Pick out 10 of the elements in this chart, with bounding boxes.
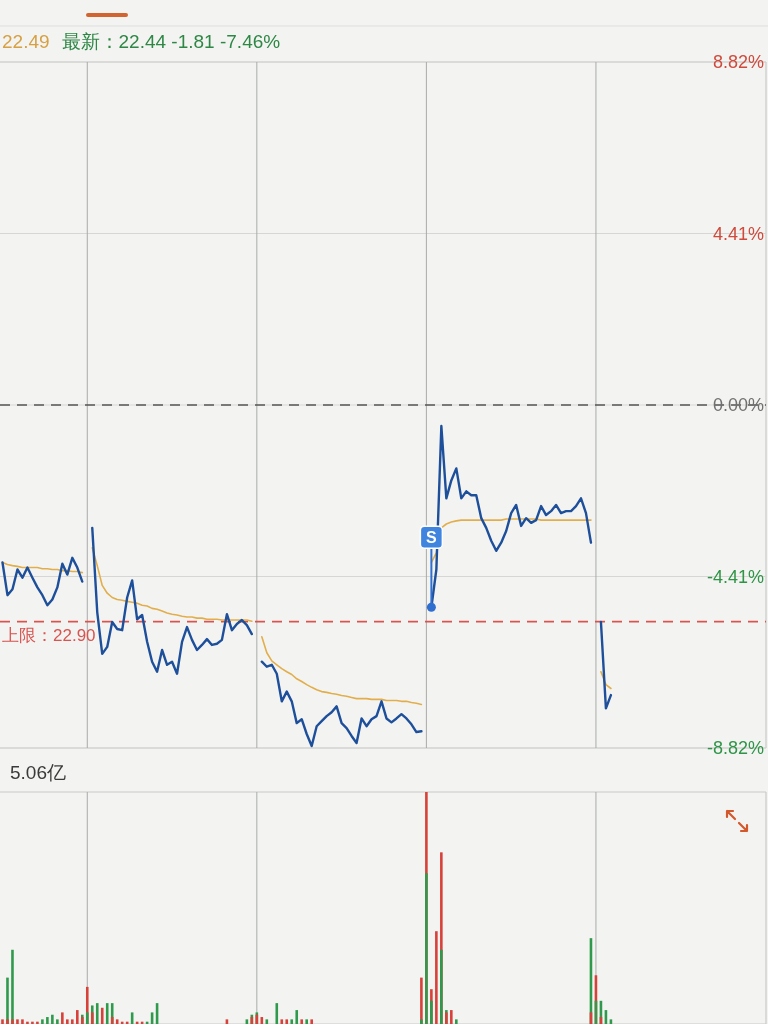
y-tick-label: -8.82% xyxy=(706,738,764,758)
y-tick-label: 8.82% xyxy=(712,52,764,72)
y-tick-label: 0.00% xyxy=(712,395,764,415)
y-tick-label: 4.41% xyxy=(712,223,764,244)
ref-line-label: 上限：22.90 xyxy=(2,626,96,646)
text: 22.49 xyxy=(2,30,50,52)
text: 最新：22.44 -1.81 -7.46% xyxy=(61,30,281,52)
text: 5.06亿 xyxy=(10,761,66,783)
y-tick-label: -4.41% xyxy=(706,566,764,587)
annotation: S xyxy=(426,528,438,546)
